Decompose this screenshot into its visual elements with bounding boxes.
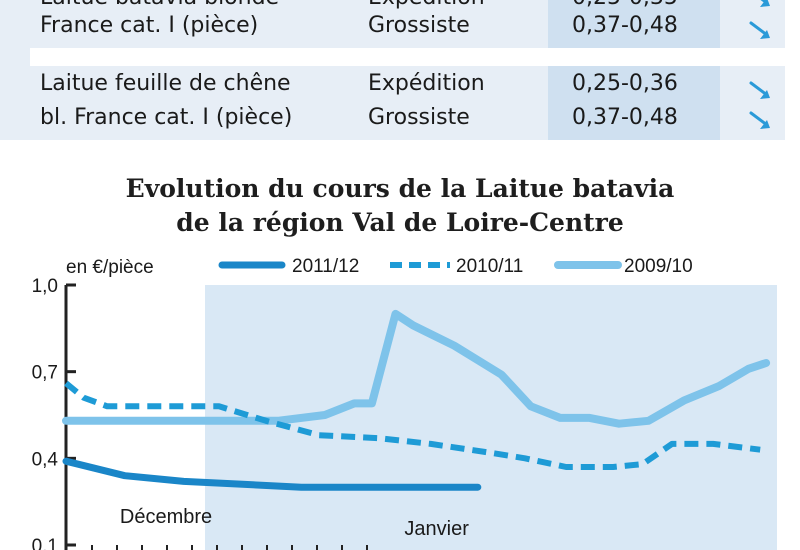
product-name-line: Laitue feuille de chêne bbox=[40, 71, 291, 96]
chart-legend: 2011/12 2010/11 2009/10 bbox=[218, 256, 693, 277]
legend-label: 2009/10 bbox=[624, 256, 693, 277]
product-name-line: bl. France cat. I (pièce) bbox=[40, 105, 293, 130]
trend-down-icon bbox=[749, 21, 770, 39]
price-range: 0,25-0,36 bbox=[572, 71, 678, 96]
trend-down-icon bbox=[749, 111, 770, 129]
y-tick-label: 1,0 bbox=[32, 276, 58, 297]
y-tick-label: 0,1 bbox=[32, 536, 58, 550]
chart-svg: en €/pièce 2011/12 2010/11 2009/10 1,0 0,7 0… bbox=[32, 256, 777, 550]
product-name-line: Laitue batavia blonde bbox=[40, 0, 279, 14]
row-separator bbox=[30, 48, 785, 66]
series-line-2011-12 bbox=[62, 457, 482, 491]
series-line-2009-10 bbox=[62, 309, 771, 428]
trend-down-icon bbox=[760, 0, 770, 7]
legend-label: 2010/11 bbox=[456, 256, 523, 277]
y-tick-label: 0,4 bbox=[32, 449, 59, 470]
market-stage: Expédition bbox=[368, 71, 485, 96]
series-line-2010-11 bbox=[64, 380, 761, 470]
market-stage: Grossiste bbox=[368, 105, 470, 130]
x-axis-label: Janvier bbox=[404, 518, 469, 540]
price-table: Laitue batavia blonde France cat. I (piè… bbox=[0, 0, 800, 140]
y-axis-unit-label: en €/pièce bbox=[66, 257, 154, 278]
market-stage: Grossiste bbox=[368, 13, 470, 38]
x-axis-label: Décembre bbox=[120, 506, 212, 528]
price-range: 0,25-0,35 bbox=[572, 0, 678, 14]
price-range: 0,37-0,48 bbox=[572, 105, 678, 130]
legend-label: 2011/12 bbox=[292, 256, 359, 277]
price-column bbox=[548, 0, 720, 140]
chart-title-line-1: Evolution du cours de la Laitue batavia bbox=[125, 174, 675, 203]
y-tick-label: 0,7 bbox=[32, 363, 58, 384]
price-evolution-chart: Evolution du cours de la Laitue batavia … bbox=[0, 150, 800, 550]
product-name-line: France cat. I (pièce) bbox=[40, 13, 259, 38]
series-layer bbox=[62, 309, 771, 491]
chart-title-line-2: de la région Val de Loire-Centre bbox=[176, 208, 624, 237]
trend-down-icon bbox=[749, 81, 770, 99]
x-axis-labels: Décembre Janvier bbox=[120, 506, 469, 540]
price-range: 0,37-0,48 bbox=[572, 13, 678, 38]
market-stage: Expédition bbox=[368, 0, 485, 14]
chart-axes: 1,0 0,7 0,4 0,1 bbox=[32, 276, 368, 550]
